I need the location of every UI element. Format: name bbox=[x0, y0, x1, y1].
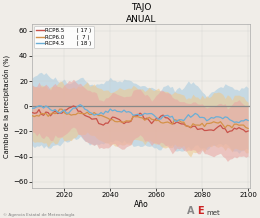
X-axis label: Año: Año bbox=[134, 200, 149, 209]
Y-axis label: Cambio de la precipitación (%): Cambio de la precipitación (%) bbox=[3, 55, 10, 158]
Legend: RCP8.5       ( 17 ), RCP6.0       (  7 ), RCP4.5       ( 18 ): RCP8.5 ( 17 ), RCP6.0 ( 7 ), RCP4.5 ( 18… bbox=[34, 26, 94, 48]
Title: TAJO
ANUAL: TAJO ANUAL bbox=[126, 3, 157, 24]
Text: © Agencia Estatal de Meteorología: © Agencia Estatal de Meteorología bbox=[3, 213, 74, 217]
Text: met: met bbox=[207, 210, 220, 216]
Text: A: A bbox=[187, 206, 195, 216]
Text: E: E bbox=[198, 206, 204, 216]
